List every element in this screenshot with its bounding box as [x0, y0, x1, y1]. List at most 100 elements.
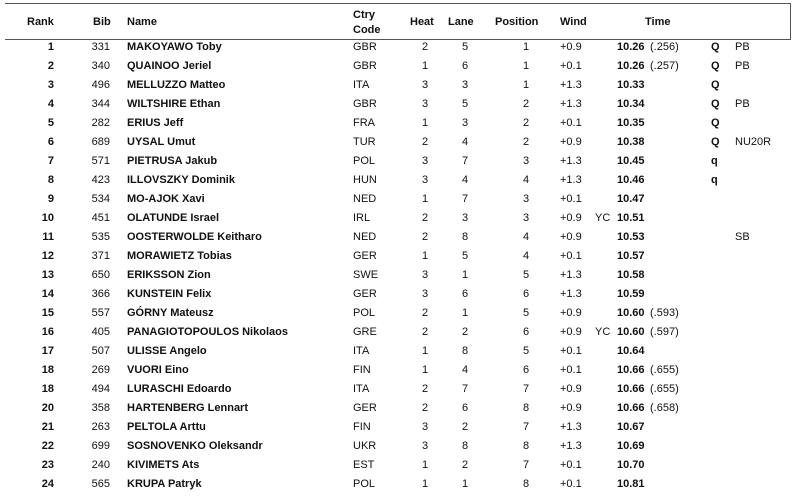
cell-bib: 371 — [91, 250, 110, 262]
cell-time: 10.70 — [617, 459, 645, 471]
cell-lane: 2 — [461, 421, 469, 433]
cell-pos: 6 — [522, 326, 530, 338]
cell-rank: 16 — [41, 326, 54, 338]
cell-wind: +0.9 — [560, 231, 582, 243]
cell-lane: 5 — [461, 41, 469, 53]
cell-wind: +0.1 — [560, 60, 582, 72]
cell-bib: 496 — [91, 79, 110, 91]
cell-rank: 13 — [41, 269, 54, 281]
header-wind: Wind — [560, 16, 587, 28]
cell-ctry: EST — [353, 459, 375, 471]
cell-name: MELLUZZO Matteo — [127, 79, 226, 91]
cell-bib: 344 — [91, 98, 110, 110]
cell-pos: 5 — [522, 307, 530, 319]
cell-name: PELTOLA Arttu — [127, 421, 206, 433]
header-lane: Lane — [448, 16, 474, 28]
cell-time: 10.81 — [617, 478, 645, 490]
cell-yc: YC — [595, 212, 611, 224]
cell-pos: 7 — [522, 459, 530, 471]
cell-wind: +0.1 — [560, 345, 582, 357]
cell-lane: 2 — [461, 459, 469, 471]
cell-bib: 565 — [91, 478, 110, 490]
table-row: 18 269 VUORI Eino FIN 1 4 6 +0.1 10.66 (.655) — [0, 361, 800, 380]
cell-time: 10.57 — [617, 250, 645, 262]
cell-pos: 1 — [522, 79, 530, 91]
cell-wind: +1.3 — [560, 288, 582, 300]
cell-name: QUAINOO Jeriel — [127, 60, 212, 72]
table-header — [5, 3, 791, 40]
table-row: 1 331 MAKOYAWO Toby GBR 2 5 1 +0.9 10.26 (.256) Q P… — [0, 38, 800, 57]
cell-ctry: HUN — [353, 174, 377, 186]
cell-time: 10.59 — [617, 288, 645, 300]
cell-ctry: ITA — [353, 345, 370, 357]
cell-name: KUNSTEIN Felix — [127, 288, 212, 300]
cell-q: Q — [711, 98, 720, 110]
header-position: Position — [495, 16, 539, 28]
cell-q: q — [711, 155, 718, 167]
cell-lane: 3 — [461, 117, 469, 129]
cell-rank: 9 — [47, 193, 54, 205]
cell-name: MORAWIETZ Tobias — [127, 250, 232, 262]
cell-name: ERIUS Jeff — [127, 117, 184, 129]
table-row: 6 689 UYSAL Umut TUR 2 4 2 +0.9 10.38 Q NU20R — [0, 133, 800, 152]
cell-heat: 1 — [421, 193, 429, 205]
cell-lane: 2 — [461, 326, 469, 338]
cell-wind: +1.3 — [560, 440, 582, 452]
cell-pos: 7 — [522, 383, 530, 395]
cell-name: OOSTERWOLDE Keitharo — [127, 231, 262, 243]
cell-name: HARTENBERG Lennart — [127, 402, 249, 414]
header-heat: Heat — [410, 16, 434, 28]
cell-wind: +1.3 — [560, 421, 582, 433]
cell-time: 10.66 — [617, 383, 645, 395]
cell-name: ULISSE Angelo — [127, 345, 207, 357]
cell-note: NU20R — [735, 136, 772, 148]
table-row: 8 423 ILLOVSZKY Dominik HUN 3 4 4 +1.3 10.46 q — [0, 171, 800, 190]
cell-pos: 5 — [522, 269, 530, 281]
cell-pos: 3 — [522, 155, 530, 167]
cell-bib: 650 — [91, 269, 110, 281]
cell-rank: 11 — [42, 231, 54, 243]
cell-time: 10.33 — [617, 79, 645, 91]
cell-time: 10.64 — [617, 345, 645, 357]
cell-bib: 535 — [91, 231, 110, 243]
cell-rank: 7 — [47, 155, 54, 167]
table-row: 21 263 PELTOLA Arttu FIN 3 2 7 +1.3 10.67 — [0, 418, 800, 437]
cell-bib: 423 — [91, 174, 110, 186]
cell-heat: 3 — [421, 98, 429, 110]
cell-heat: 3 — [421, 79, 429, 91]
cell-tb: (.658) — [650, 402, 679, 414]
cell-wind: +0.1 — [560, 478, 582, 490]
cell-bib: 534 — [91, 193, 110, 205]
cell-lane: 8 — [461, 345, 469, 357]
header-ctry: Ctry — [353, 9, 376, 21]
cell-ctry: GER — [353, 288, 377, 300]
cell-wind: +0.9 — [560, 383, 582, 395]
cell-ctry: FIN — [353, 364, 371, 376]
cell-wind: +1.3 — [560, 269, 582, 281]
cell-q: Q — [711, 136, 720, 148]
cell-lane: 1 — [461, 478, 469, 490]
cell-q: q — [711, 174, 718, 186]
table-row: 20 358 HARTENBERG Lennart GER 2 6 8 +0.9 10.66 (.… — [0, 399, 800, 418]
cell-rank: 10 — [41, 212, 54, 224]
cell-ctry: UKR — [353, 440, 377, 452]
cell-heat: 2 — [421, 383, 429, 395]
cell-wind: +1.3 — [560, 79, 582, 91]
cell-heat: 1 — [421, 250, 429, 262]
cell-wind: +0.9 — [560, 307, 582, 319]
cell-ctry: GRE — [353, 326, 377, 338]
cell-heat: 2 — [421, 212, 429, 224]
table-row: 12 371 MORAWIETZ Tobias GER 1 5 4 +0.1 10.57 — [0, 247, 800, 266]
cell-time: 10.26 — [617, 41, 645, 53]
cell-bib: 340 — [91, 60, 110, 72]
cell-pos: 4 — [522, 231, 530, 243]
cell-pos: 2 — [522, 98, 530, 110]
table-row: 9 534 MO-AJOK Xavi NED 1 7 3 +0.1 10.47 — [0, 190, 800, 209]
cell-lane: 7 — [461, 155, 469, 167]
cell-pos: 2 — [522, 136, 530, 148]
cell-pos: 8 — [522, 440, 530, 452]
cell-bib: 494 — [91, 383, 110, 395]
cell-pos: 3 — [522, 193, 530, 205]
cell-time: 10.46 — [617, 174, 645, 186]
cell-heat: 2 — [421, 231, 429, 243]
